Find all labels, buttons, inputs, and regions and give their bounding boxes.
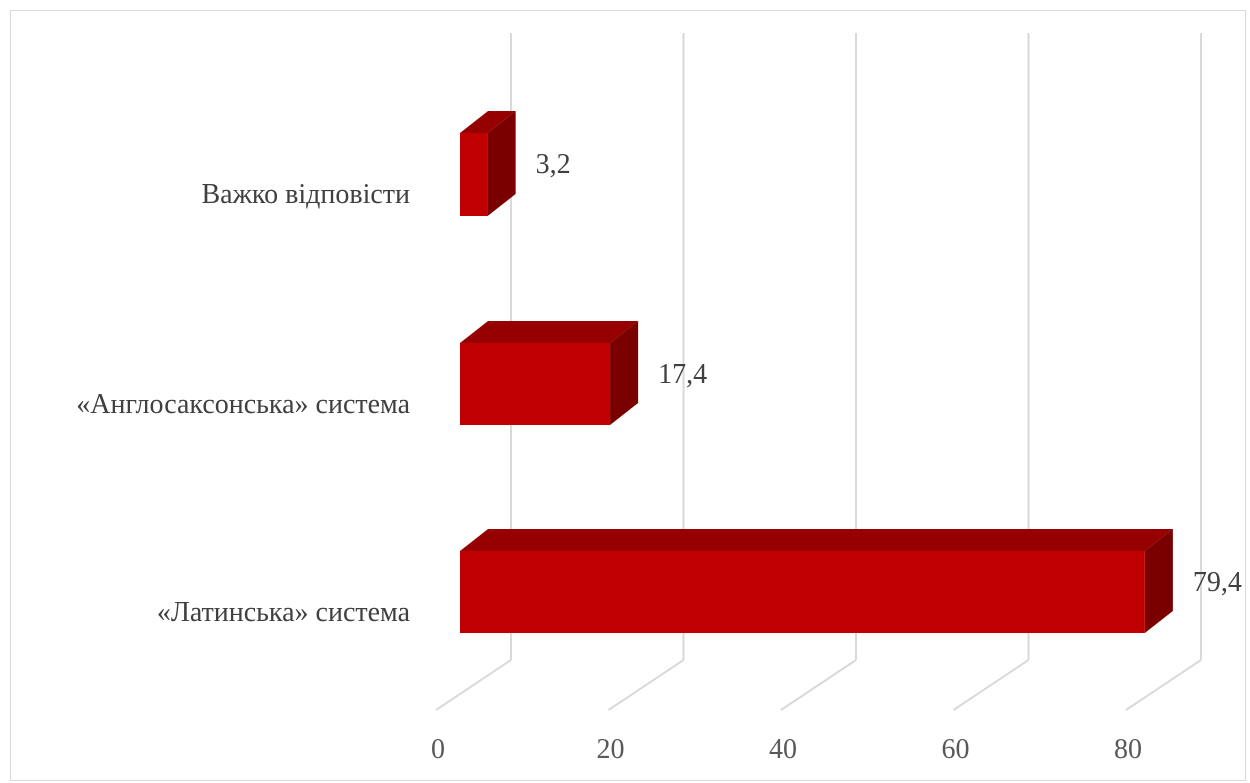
x-tick-label: 80: [1114, 734, 1142, 765]
gridline-floor-2: [780, 659, 857, 711]
bar-top-face: [460, 111, 516, 133]
bar-top-face: [460, 321, 639, 343]
bar-side-face: [610, 321, 639, 425]
data-label: 17,4: [658, 359, 707, 390]
bar: [460, 133, 488, 216]
x-tick-label: 60: [942, 734, 970, 765]
bar: [460, 343, 611, 425]
gridline-floor-4: [1125, 659, 1202, 711]
bar-side-face: [487, 111, 516, 216]
bar: [460, 551, 1145, 633]
gridline-floor-3: [952, 659, 1030, 711]
data-label: 79,4: [1193, 567, 1242, 598]
x-tick-label: 0: [431, 734, 445, 765]
category-label: «Англосаксонська» система: [76, 389, 410, 420]
category-label: Важко відповісти: [201, 179, 410, 210]
bar-side-face: [1144, 529, 1173, 633]
category-label: «Латинська» система: [157, 597, 411, 628]
data-label: 3,2: [536, 149, 571, 180]
gridline-floor-0: [435, 659, 512, 711]
x-tick-label: 40: [769, 734, 797, 765]
x-tick-label: 20: [597, 734, 625, 765]
bar-top-face: [460, 529, 1173, 551]
gridline-floor-1: [607, 659, 685, 711]
